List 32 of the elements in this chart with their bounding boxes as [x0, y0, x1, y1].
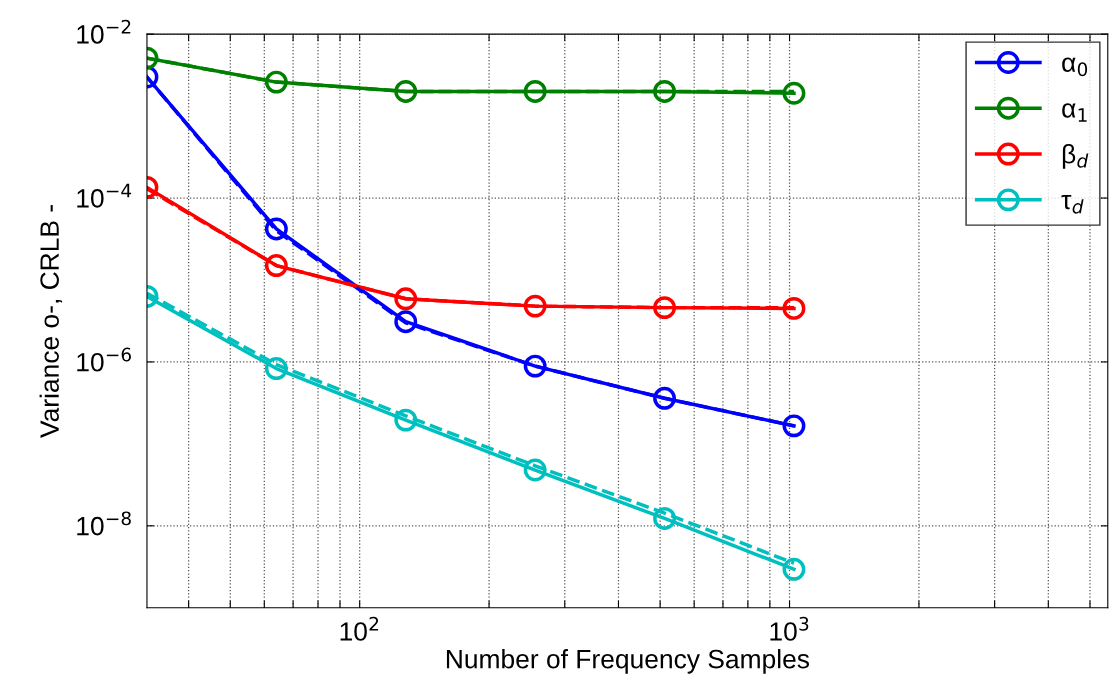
point	[782, 557, 806, 581]
point	[264, 357, 288, 381]
y-tick-label: 10$^{−8}$	[77, 511, 131, 536]
y-tick-label: 10$^{−4}$	[77, 183, 132, 208]
point	[782, 81, 806, 105]
point	[264, 70, 288, 94]
y-axis-title: Variance o-, CRLB -	[39, 205, 63, 438]
point	[264, 254, 288, 278]
point	[782, 414, 806, 438]
point	[523, 458, 547, 482]
point	[653, 79, 677, 103]
legend-label: β$_{d}$	[1062, 144, 1089, 169]
point	[523, 294, 547, 318]
point	[394, 287, 418, 311]
point	[523, 79, 547, 103]
x-tick-label: 10$^{2}$	[340, 616, 379, 641]
y-tick-label: 10$^{−2}$	[77, 19, 131, 44]
point	[782, 296, 806, 320]
legend-label: α$_{0}$	[1062, 57, 1088, 77]
x-tick-label: 10$^{3}$	[770, 616, 809, 641]
legend-label: τ$_{d}$	[1061, 195, 1084, 214]
point	[394, 79, 418, 103]
point	[653, 296, 677, 320]
point	[653, 386, 677, 410]
point	[394, 310, 418, 334]
y-tick-label: 10$^{−6}$	[77, 347, 131, 372]
point	[394, 408, 418, 432]
point	[523, 354, 547, 378]
legend-label: α$_{1}$	[1062, 103, 1087, 122]
point	[653, 507, 677, 530]
point	[264, 217, 288, 241]
x-axis-title: Number of Frequency Samples	[446, 649, 810, 674]
